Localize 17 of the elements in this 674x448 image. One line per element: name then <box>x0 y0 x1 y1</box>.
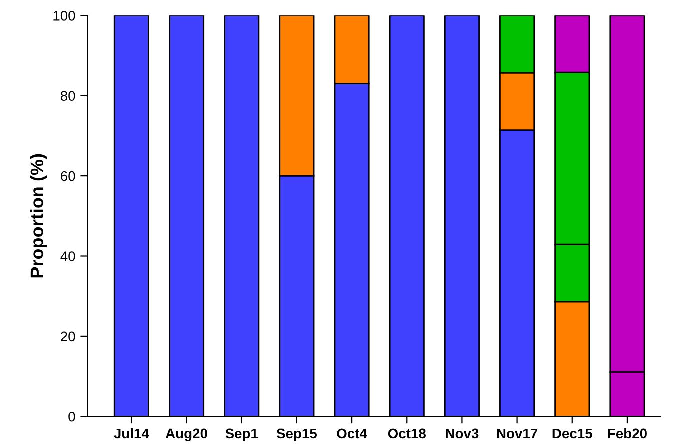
y-tick-label: 0 <box>68 412 76 422</box>
x-tick-label: Nov17 <box>497 428 538 439</box>
x-tick-label: Sep1 <box>226 428 258 442</box>
y-tick-label: 60 <box>61 171 76 182</box>
y-tick-label: 80 <box>60 91 76 102</box>
y-tick-label: 40 <box>60 252 76 262</box>
x-tick-label: Aug20 <box>166 428 208 442</box>
y-tick-label: 20 <box>61 332 76 342</box>
x-tick-label: Jul14 <box>114 428 150 439</box>
y-axis-title: Proportion (%) <box>30 154 48 278</box>
x-tick-label: Nov3 <box>446 428 479 439</box>
x-tick-label: Sep15 <box>276 428 318 442</box>
x-tick-label: Feb20 <box>608 428 647 439</box>
x-tick-label: Oct4 <box>337 428 368 439</box>
x-tick-label: Oct18 <box>388 428 426 439</box>
x-tick-label: Dec15 <box>552 428 592 439</box>
y-tick-label: 100 <box>54 11 76 21</box>
